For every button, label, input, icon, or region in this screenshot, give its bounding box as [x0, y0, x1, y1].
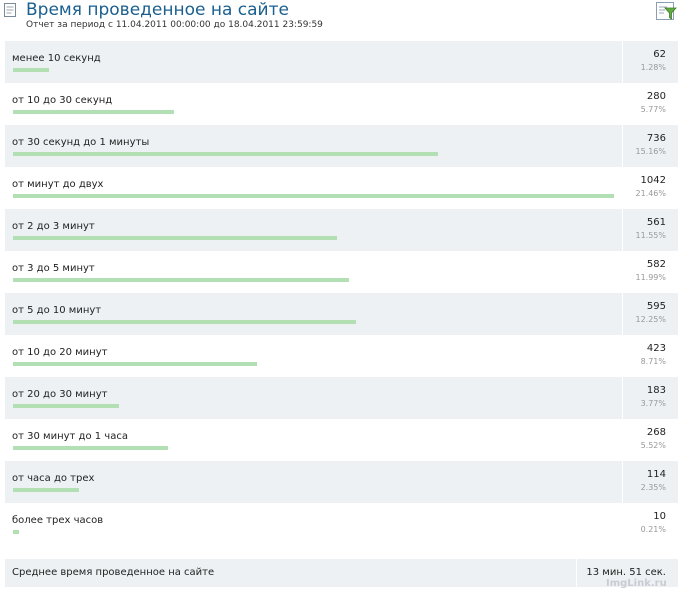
table-row: менее 10 секунд 62 1.28%	[5, 41, 678, 83]
table-row: от 30 секунд до 1 минуты 736 15.16%	[5, 125, 678, 167]
column-divider	[622, 83, 623, 125]
table-row: от 30 минут до 1 часа 268 5.52%	[5, 419, 678, 461]
table-row: от 2 до 3 минут 561 11.55%	[5, 209, 678, 251]
row-percent: 5.77%	[640, 105, 666, 114]
column-divider	[622, 209, 623, 251]
table-row: от 20 до 30 минут 183 3.77%	[5, 377, 678, 419]
row-percent: 2.35%	[640, 483, 666, 492]
row-bar	[13, 404, 119, 408]
row-bar	[13, 320, 357, 324]
row-count: 595	[646, 301, 666, 312]
table-row: более трех часов 10 0.21%	[5, 503, 678, 545]
column-divider	[622, 293, 623, 335]
row-count: 736	[646, 133, 666, 144]
watermark: ImgLink.ru	[606, 578, 667, 589]
row-count: 1042	[640, 175, 666, 186]
row-count: 423	[646, 343, 666, 354]
row-count: 10	[653, 511, 666, 522]
row-label: менее 10 секунд	[12, 53, 101, 64]
row-percent: 21.46%	[635, 189, 666, 198]
column-divider	[622, 461, 623, 503]
row-bar	[13, 110, 175, 114]
row-bar	[13, 530, 19, 534]
document-icon	[4, 3, 16, 17]
table-row: от часа до трех 114 2.35%	[5, 461, 678, 503]
column-divider	[622, 335, 623, 377]
row-count: 268	[646, 427, 666, 438]
row-percent: 11.55%	[635, 231, 666, 240]
report-period: Отчет за период с 11.04.2011 00:00:00 до…	[26, 20, 323, 30]
row-bar	[13, 152, 438, 156]
row-percent: 11.99%	[635, 273, 666, 282]
column-divider	[622, 419, 623, 461]
row-label: более трех часов	[12, 515, 104, 526]
row-label: от 10 до 30 секунд	[12, 95, 113, 106]
column-divider	[622, 125, 623, 167]
row-percent: 5.52%	[640, 441, 666, 450]
row-label: от минут до двух	[12, 179, 104, 190]
row-label: от 5 до 10 минут	[12, 305, 102, 316]
duration-table: менее 10 секунд 62 1.28% от 10 до 30 секунд…	[5, 41, 678, 545]
report-header: Время проведенное на сайте Отчет за пери…	[0, 0, 681, 40]
row-percent: 1.28%	[640, 63, 666, 72]
column-divider	[622, 167, 623, 209]
row-count: 62	[653, 49, 666, 60]
row-count: 183	[646, 385, 666, 396]
column-divider	[622, 41, 623, 83]
row-bar	[13, 362, 257, 366]
row-label: от 20 до 30 минут	[12, 389, 108, 400]
table-row: от 10 до 30 секунд 280 5.77%	[5, 83, 678, 125]
row-percent: 3.77%	[640, 399, 666, 408]
row-bar	[13, 278, 349, 282]
column-divider	[576, 559, 577, 587]
row-label: от 2 до 3 минут	[12, 221, 95, 232]
page-title: Время проведенное на сайте	[26, 0, 289, 20]
filter-icon[interactable]	[655, 1, 677, 21]
row-count: 561	[646, 217, 666, 228]
average-time-label: Среднее время проведенное на сайте	[12, 567, 215, 578]
row-percent: 0.21%	[640, 525, 666, 534]
row-label: от 3 до 5 минут	[12, 263, 95, 274]
row-bar	[13, 236, 337, 240]
column-divider	[622, 503, 623, 545]
average-time-value: 13 мин. 51 сек.	[586, 567, 666, 578]
row-count: 582	[646, 259, 666, 270]
row-label: от 30 секунд до 1 минуты	[12, 137, 150, 148]
row-percent: 15.16%	[635, 147, 666, 156]
row-label: от 30 минут до 1 часа	[12, 431, 128, 442]
table-row: от 10 до 20 минут 423 8.71%	[5, 335, 678, 377]
table-row: от 5 до 10 минут 595 12.25%	[5, 293, 678, 335]
table-row: от 3 до 5 минут 582 11.99%	[5, 251, 678, 293]
row-bar	[13, 488, 79, 492]
table-row: от минут до двух 1042 21.46%	[5, 167, 678, 209]
row-label: от часа до трех	[12, 473, 95, 484]
row-count: 280	[646, 91, 666, 102]
row-bar	[13, 194, 614, 198]
row-percent: 8.71%	[640, 357, 666, 366]
row-bar	[13, 446, 168, 450]
row-percent: 12.25%	[635, 315, 666, 324]
row-bar	[13, 68, 49, 72]
average-time-row: Среднее время проведенное на сайте 13 ми…	[5, 559, 678, 587]
column-divider	[622, 251, 623, 293]
row-label: от 10 до 20 минут	[12, 347, 108, 358]
row-count: 114	[646, 469, 666, 480]
column-divider	[622, 377, 623, 419]
